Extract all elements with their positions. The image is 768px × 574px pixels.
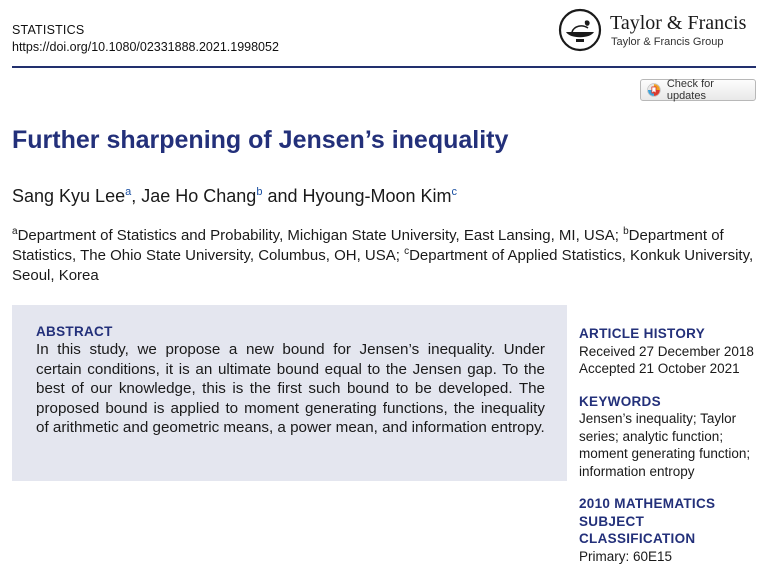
author-name[interactable]: Jae Ho Chang xyxy=(141,186,257,206)
check-for-updates-button[interactable]: Check for updates xyxy=(640,78,756,102)
keywords-text: Jensen’s inequality; Taylor series; anal… xyxy=(579,411,751,479)
publisher-logo: Taylor & Francis Taylor & Francis Group xyxy=(558,8,763,56)
accepted-date: Accepted 21 October 2021 xyxy=(579,361,740,376)
publisher-name: Taylor & Francis xyxy=(610,12,747,34)
affiliation-text: Department of Applied Statistics, Konkuk… xyxy=(12,247,754,284)
classification-heading: 2010 MATHEMATICS SUBJECT CLASSIFICATION xyxy=(579,496,716,546)
publisher-group: Taylor & Francis Group xyxy=(611,36,724,48)
author-name[interactable]: Sang Kyu Lee xyxy=(12,186,126,206)
affiliation-text: Department of Statistics and Probability… xyxy=(17,227,624,244)
journal-header: STATISTICS https://doi.org/10.1080/02331… xyxy=(12,22,279,56)
author-name[interactable]: Hyoung-Moon Kim xyxy=(302,186,452,206)
check-for-updates-label: Check for updates xyxy=(666,78,714,102)
author-list: Sang Kyu Leea, Jae Ho Changb and Hyoung-… xyxy=(12,186,457,207)
received-date: Received 27 December 2018 xyxy=(579,343,754,359)
affiliation-mark: c xyxy=(404,246,410,257)
article-title: Further sharpening of Jensen’s inequalit… xyxy=(12,126,509,154)
affiliation-mark: a xyxy=(12,226,18,237)
abstract-panel: ABSTRACT In this study, we propose a new… xyxy=(12,305,567,481)
affiliation-text: Department of Statistics, The Ohio State… xyxy=(12,227,724,264)
author-affiliation-mark[interactable]: a xyxy=(125,186,132,198)
article-info-sidebar: ARTICLE HISTORY Received 27 December 201… xyxy=(579,325,764,565)
author-separator: and xyxy=(262,186,303,206)
abstract-heading: ABSTRACT xyxy=(36,324,113,339)
classification-primary: Primary: 60E15 xyxy=(579,548,673,564)
journal-name: STATISTICS xyxy=(12,23,85,37)
header-rule xyxy=(12,66,756,68)
abstract-text: In this study, we propose a new bound fo… xyxy=(36,341,545,436)
affiliations: aDepartment of Statistics and Probabilit… xyxy=(12,226,756,286)
author-affiliation-mark[interactable]: b xyxy=(256,186,263,198)
article-history-heading: ARTICLE HISTORY xyxy=(579,326,706,341)
keywords-heading: KEYWORDS xyxy=(579,393,661,409)
lamp-logo-icon xyxy=(558,8,602,52)
crossmark-icon xyxy=(647,83,661,97)
doi-link[interactable]: https://doi.org/10.1080/02331888.2021.19… xyxy=(12,40,279,54)
affiliation-mark: b xyxy=(623,226,629,237)
author-separator: , xyxy=(131,186,142,206)
author-affiliation-mark[interactable]: c xyxy=(451,186,458,198)
